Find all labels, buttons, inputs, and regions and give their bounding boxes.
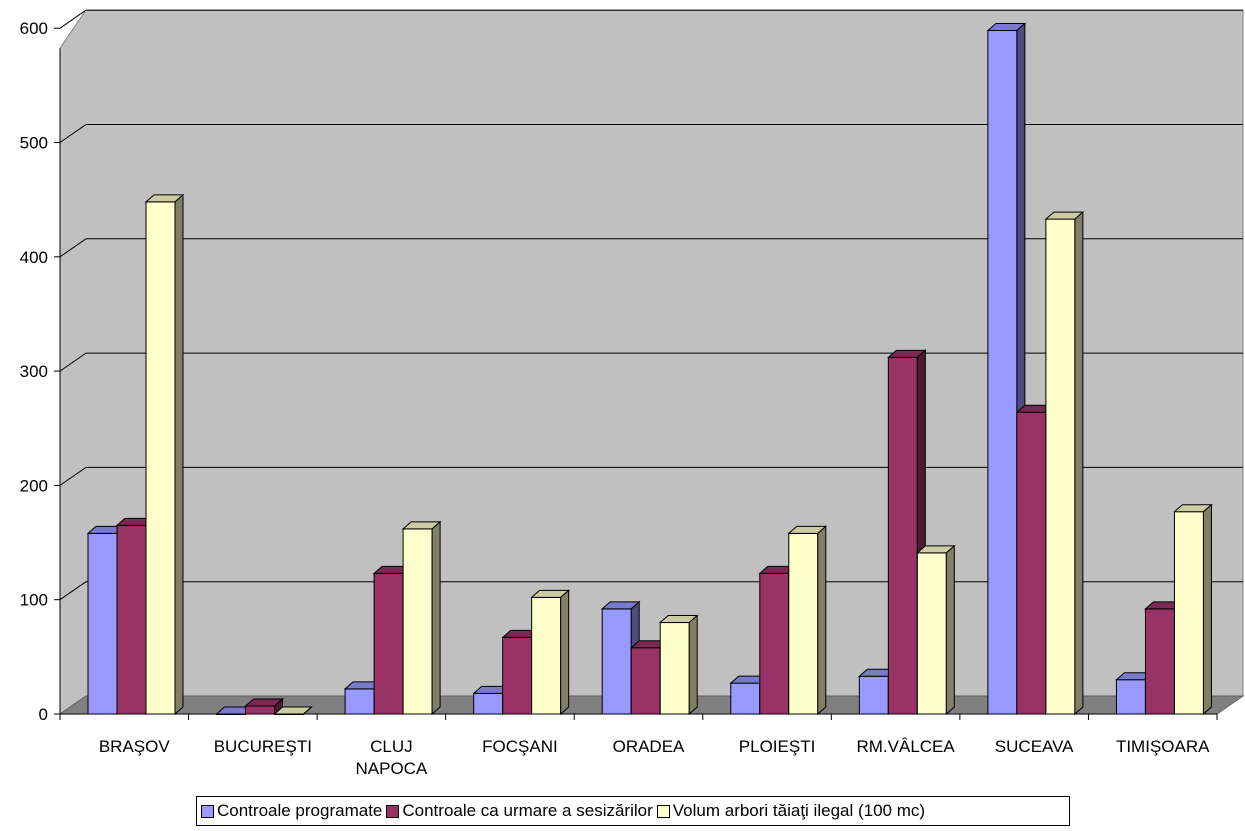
bar-side: [1202, 503, 1212, 716]
bar: [759, 572, 790, 715]
y-tick-label: 600: [20, 19, 48, 38]
bar-side: [688, 614, 698, 716]
legend-label-2: Controale ca urmare a sesizărilor: [402, 801, 653, 820]
bar: [116, 524, 147, 715]
bar: [531, 596, 562, 715]
legend-label-1: Controale programate: [217, 801, 383, 820]
bar: [659, 622, 690, 715]
x-tick-label: ORADEA: [613, 737, 685, 756]
bar: [87, 532, 118, 715]
x-tick-label: RM.VÂLCEA: [856, 737, 955, 756]
x-tick-label: BUCUREŞTI: [214, 737, 312, 756]
legend-item-1: Controale programate: [201, 801, 382, 821]
x-tick-label: PLOIEŞTI: [739, 737, 816, 756]
bar-side: [174, 193, 184, 716]
bar-side: [945, 544, 955, 716]
y-tick-label: 100: [20, 591, 48, 610]
gridline-diag: [59, 581, 87, 601]
legend-label-3: Volum arbori tăiaţi ilegal (100 mc): [672, 801, 926, 820]
y-tick-label: 500: [20, 134, 48, 153]
bar: [344, 688, 375, 715]
bar: [887, 356, 918, 715]
bar: [987, 29, 1018, 715]
bar: [1115, 679, 1146, 715]
gridline-diag: [59, 466, 87, 486]
bar: [1045, 218, 1076, 715]
bar-side: [817, 525, 827, 716]
bar: [916, 552, 947, 715]
bar: [402, 528, 433, 715]
bar-side: [560, 589, 570, 716]
legend-item-2: Controale ca urmare a sesizărilor: [386, 801, 653, 821]
x-tick-label: SUCEAVA: [995, 737, 1074, 756]
bar: [788, 532, 819, 715]
gridline-diag: [59, 124, 87, 143]
bar: [145, 201, 176, 715]
y-tick-label: 0: [39, 705, 48, 724]
gridline-diag: [59, 9, 87, 29]
bar: [630, 647, 661, 715]
bar: [245, 705, 276, 715]
y-tick-label: 300: [20, 362, 48, 381]
bar: [1173, 511, 1204, 715]
bar: [730, 682, 761, 715]
x-tick-label: TIMIŞOARA: [1116, 737, 1210, 756]
x-tick-label: FOCŞANI: [482, 737, 558, 756]
bar: [1016, 411, 1047, 715]
x-tick-label: BRAŞOV: [99, 737, 171, 756]
bar: [502, 636, 533, 715]
bar: [1144, 608, 1175, 715]
legend-swatch-2: [386, 804, 400, 818]
bar: [373, 572, 404, 715]
bar: [858, 675, 889, 715]
gridline-diag: [59, 238, 87, 258]
gridline-diag: [59, 352, 87, 372]
chart-legend: Controale programate Controale ca urmare…: [196, 796, 1070, 826]
legend-item-3: Volum arbori tăiaţi ilegal (100 mc): [656, 801, 926, 821]
y-tick-label: 200: [20, 476, 48, 495]
bar-side: [431, 520, 441, 716]
x-tick-label: CLUJ NAPOCA: [355, 737, 427, 778]
bar: [473, 692, 504, 715]
bar-chart: 0 100 200 300 400 500 600 BRAŞOV BUCUREŞTI CLUJ NA…: [20, 9, 1245, 778]
legend-swatch-3: [656, 804, 670, 818]
legend-swatch-1: [201, 804, 214, 818]
bar-side: [303, 706, 312, 715]
bar: [601, 608, 632, 715]
y-tick-label: 400: [20, 248, 48, 267]
bar-side: [1074, 210, 1084, 716]
